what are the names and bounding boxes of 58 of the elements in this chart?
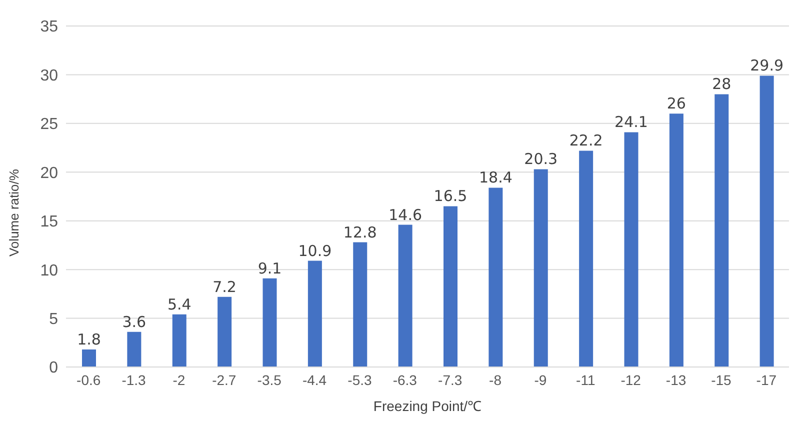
x-tick-label: -4.4 xyxy=(302,372,327,388)
bar xyxy=(82,349,96,367)
y-axis-title: Volume ratio/% xyxy=(6,168,22,256)
x-axis-title: Freezing Point/℃ xyxy=(373,398,482,414)
x-tick-label: -11 xyxy=(576,372,596,388)
x-tick-label: -9 xyxy=(534,372,547,388)
bar xyxy=(308,260,322,367)
data-label: 3.6 xyxy=(122,312,146,331)
x-tick-label: -2 xyxy=(172,372,186,388)
bar xyxy=(579,150,594,367)
data-label: 18.4 xyxy=(478,168,512,187)
x-tick-label: -15 xyxy=(711,372,732,388)
data-label: 16.5 xyxy=(434,187,468,206)
y-tick-label: 0 xyxy=(49,360,58,377)
data-label: 28 xyxy=(712,75,732,94)
x-tick-label: -0.6 xyxy=(76,372,101,388)
bar xyxy=(444,206,458,367)
y-tick-label: 35 xyxy=(40,18,58,36)
y-tick-label: 10 xyxy=(40,262,58,280)
x-tick-label: -5.3 xyxy=(348,372,372,388)
x-tick-label: -2.7 xyxy=(212,372,236,388)
bar xyxy=(714,94,729,367)
bar xyxy=(624,132,638,367)
bar xyxy=(534,169,548,367)
bar xyxy=(262,278,277,367)
bar xyxy=(488,188,503,367)
data-label: 26 xyxy=(666,94,686,113)
data-label: 14.6 xyxy=(388,206,422,224)
y-tick-label: 5 xyxy=(49,310,58,328)
bar xyxy=(398,224,412,367)
data-label: 9.1 xyxy=(258,259,282,278)
data-label: 5.4 xyxy=(167,295,192,314)
y-tick-label: 25 xyxy=(40,116,58,134)
data-label: 10.9 xyxy=(298,242,332,260)
data-label: 20.3 xyxy=(524,150,558,168)
data-label: 12.8 xyxy=(343,223,377,242)
y-tick-label: 15 xyxy=(40,214,58,231)
data-label: 22.2 xyxy=(569,132,603,150)
x-tick-label: -17 xyxy=(756,372,777,388)
data-label: 1.8 xyxy=(77,330,101,348)
bar xyxy=(760,76,774,367)
y-tick-label: 30 xyxy=(40,67,58,84)
x-tick-label: -12 xyxy=(620,372,642,388)
bar xyxy=(218,296,232,367)
bar xyxy=(172,314,186,367)
y-tick-label: 20 xyxy=(40,164,58,182)
x-tick-label: -8 xyxy=(489,372,502,388)
bar xyxy=(669,114,684,367)
bar xyxy=(353,242,368,367)
x-tick-label: -3.5 xyxy=(257,372,282,388)
data-label: 7.2 xyxy=(212,278,236,296)
x-tick-label: -7.3 xyxy=(438,372,462,388)
x-tick-label: -13 xyxy=(666,372,686,388)
data-label: 29.9 xyxy=(750,56,784,75)
bar xyxy=(127,332,142,367)
x-tick-label: -1.3 xyxy=(122,372,146,388)
x-tick-label: -6.3 xyxy=(392,372,418,388)
data-label: 24.1 xyxy=(614,113,648,132)
